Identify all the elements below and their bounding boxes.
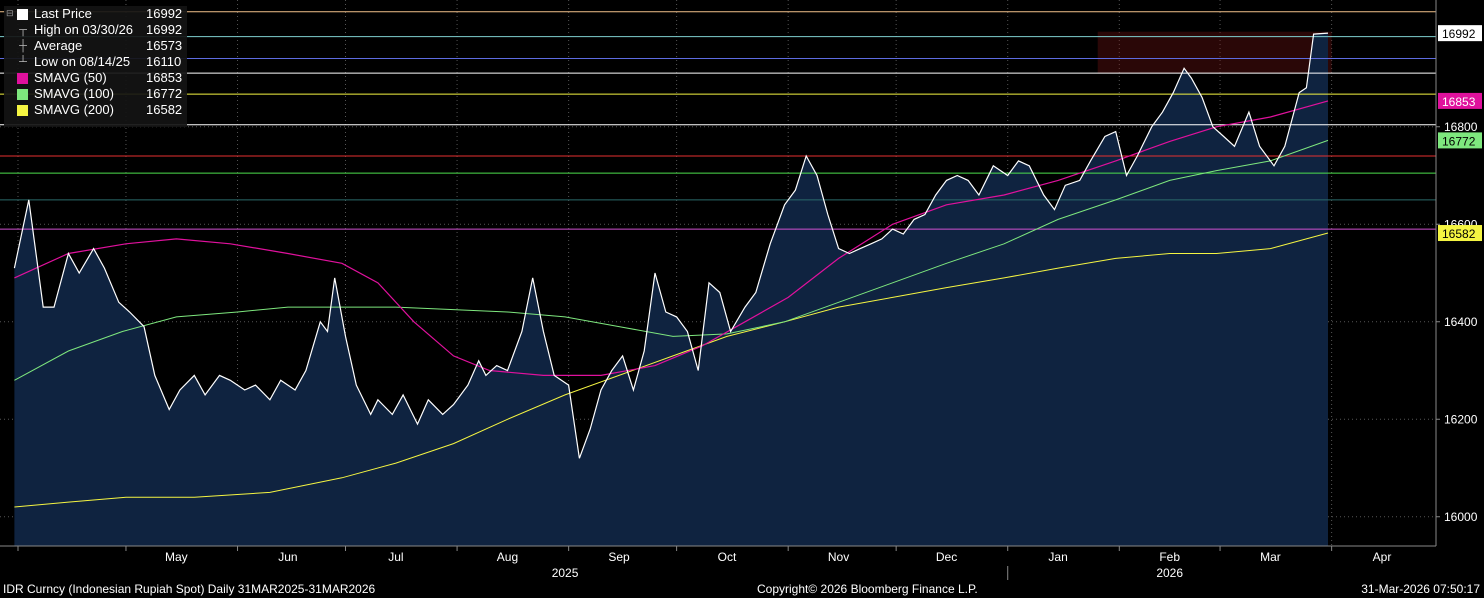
high-marker-icon: ┬ <box>19 24 27 36</box>
smavg-100-swatch <box>17 89 28 100</box>
x-year-label: 2025 <box>552 566 579 580</box>
y-tick-label: 16000 <box>1444 510 1478 524</box>
value-tag-label: 16582 <box>1442 227 1476 241</box>
smavg-200-swatch <box>17 105 28 116</box>
x-month-label: May <box>165 550 188 564</box>
last-price-fill <box>14 33 1328 547</box>
value-tag-label: 16772 <box>1442 134 1476 148</box>
value-tag-bg <box>1438 132 1482 149</box>
x-month-label: Sep <box>608 550 630 564</box>
value-tag-bg <box>1438 92 1482 109</box>
footer-copyright: Copyright© 2026 Bloomberg Finance L.P. <box>757 582 978 596</box>
legend-item-smavg-200: SMAVG (200) 16582 <box>4 102 187 118</box>
value-tag-label: 16853 <box>1442 95 1476 109</box>
right-value-labels: 16992 16853 16772 16582 <box>1438 25 1482 242</box>
x-year-label: 2026 <box>1156 566 1183 580</box>
x-month-label: Oct <box>718 550 737 564</box>
highlight-band <box>1097 31 1332 74</box>
legend-value: 16772 <box>146 86 183 101</box>
legend-label: Low on 08/14/25 <box>34 54 131 69</box>
smavg-50-line <box>14 100 1329 376</box>
footer-timestamp: 31-Mar-2026 07:50:17 <box>1361 582 1480 596</box>
x-month-label: Jul <box>388 550 403 564</box>
x-month-label: Dec <box>936 550 957 564</box>
collapse-icon[interactable]: ⊟ <box>6 8 14 18</box>
y-tick-label: 16200 <box>1444 412 1478 426</box>
legend-value: 16582 <box>146 102 183 117</box>
value-tag-bg <box>1438 225 1482 242</box>
value-tag-label: 16992 <box>1442 27 1476 41</box>
legend-item-smavg-100: SMAVG (100) 16772 <box>4 86 187 102</box>
legend-item-high: ┬ High on 03/30/26 16992 <box>4 22 187 38</box>
horizontal-levels <box>0 11 1436 230</box>
smavg-50-swatch <box>17 73 28 84</box>
x-month-label: Jan <box>1048 550 1067 564</box>
x-month-label: Apr <box>1373 550 1392 564</box>
legend-label: SMAVG (50) <box>34 70 107 85</box>
highlight-band-rect <box>1097 31 1332 74</box>
x-month-label: Aug <box>497 550 518 564</box>
legend-label: Last Price <box>34 6 92 21</box>
value-tag-bg <box>1438 25 1482 42</box>
average-marker-icon: ┼ <box>19 40 27 52</box>
legend-value: 16573 <box>146 38 183 53</box>
x-month-label: Feb <box>1159 550 1180 564</box>
legend-label: High on 03/30/26 <box>34 22 134 37</box>
legend-value: 16853 <box>146 70 183 85</box>
x-month-label: Nov <box>828 550 849 564</box>
legend-value: 16992 <box>146 6 183 21</box>
legend-value: 16992 <box>146 22 183 37</box>
legend-value: 16110 <box>146 54 182 69</box>
smavg-100-line <box>14 139 1329 381</box>
last-price-line <box>13 32 1329 459</box>
legend-item-smavg-50: SMAVG (50) 16853 <box>4 70 187 86</box>
legend-label: SMAVG (200) <box>34 102 114 117</box>
legend-label: Average <box>34 38 83 53</box>
y-tick-label: 16400 <box>1444 315 1478 329</box>
low-marker-icon: ┴ <box>19 56 27 68</box>
chart-legend: ⊟ Last Price 16992 ┬ High on 03/30/26 16… <box>4 6 187 127</box>
legend-item-last-price: Last Price 16992 <box>4 6 187 22</box>
footer-security-description: IDR Curncy (Indonesian Rupiah Spot) Dail… <box>3 582 376 596</box>
legend-item-low: ┴ Low on 08/14/25 16110 <box>4 54 187 70</box>
last-price-swatch <box>17 9 28 20</box>
y-tick-label: 16800 <box>1444 120 1478 134</box>
series-lines <box>13 32 1329 508</box>
x-month-label: Mar <box>1260 550 1281 564</box>
last-price-area <box>14 33 1328 547</box>
smavg-200-line <box>14 232 1329 508</box>
legend-item-average: ┼ Average 16573 <box>4 38 187 54</box>
x-month-label: Jun <box>278 550 297 564</box>
legend-label: SMAVG (100) <box>34 86 114 101</box>
